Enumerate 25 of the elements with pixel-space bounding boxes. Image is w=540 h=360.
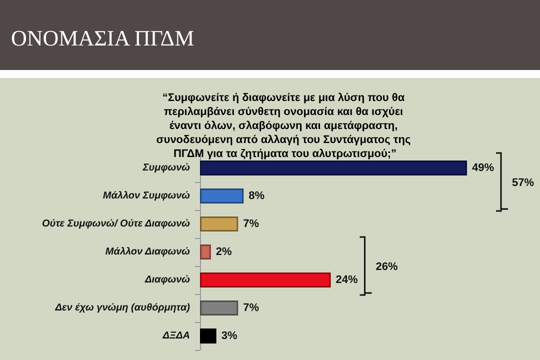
y-tick-label: Ούτε Συμφωνώ/ Ούτε Διαφωνώ [42,218,191,230]
annotation: 26% [376,261,398,273]
bar [200,328,216,344]
y-tick-label: Μάλλον Συμφωνώ [102,190,191,202]
text: 57% [512,177,534,189]
y-tick-label: Μάλλον Διαφωνώ [105,246,191,258]
y-tick-label: Διαφωνώ [144,274,191,286]
bar [200,216,238,232]
data-label: 2% [216,246,232,258]
data-label: 7% [243,302,260,314]
data-label: 8% [248,190,265,202]
bar [200,272,331,288]
data-label: 7% [243,218,260,230]
data-label: 3% [221,330,238,342]
y-tick-label: Δεν έχω γνώμη (αυθόρμητα) [54,302,191,314]
bar [200,300,238,316]
chart-title: ΟΝΟΜΑΣΙΑ ΠΓΔΜ [11,26,194,50]
y-tick-label: Συμφωνώ [142,162,191,174]
data-label: 49% [472,162,494,174]
y-tick-label: ΔΞΔΑ [162,330,190,342]
bar [200,244,211,260]
bar [200,160,467,176]
data-label: 24% [336,274,358,286]
bar [200,188,244,204]
chart-subtitle: “Συμφωνείτε ή διαφωνείτε με μια λύση που θα περιλαμβάνει σύνθετη ονομασία και θα ισχύει έναντι όλων, σλαβόφωνη και αμετάφραστη, συνοδευόμενη από αλλαγή του Συντάγματος της ΠΓΔΜ για τα ζητήματα του αλυτρωτισμού;” [156,92,414,160]
